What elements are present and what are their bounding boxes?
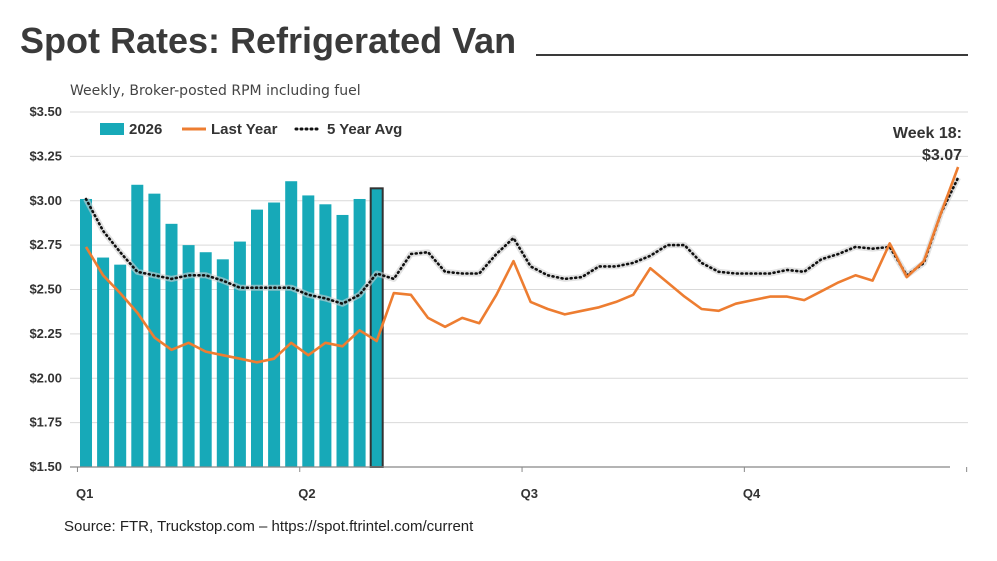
- y-tick-label: $3.25: [29, 148, 62, 163]
- bar-2026: [165, 223, 178, 467]
- source-note: Source: FTR, Truckstop.com – https://spo…: [64, 518, 474, 535]
- legend-label-5yr-avg: 5 Year Avg: [327, 121, 402, 138]
- x-tick-label: Q4: [743, 486, 761, 501]
- annotation-label: Week 18:: [893, 125, 962, 142]
- y-tick-label: $3.50: [29, 104, 62, 119]
- bar-2026: [131, 184, 144, 467]
- bar-2026: [353, 198, 366, 467]
- y-tick-label: $3.00: [29, 193, 62, 208]
- last-year-line: [84, 166, 960, 364]
- x-tick-label: Q3: [521, 486, 538, 501]
- bar-2026: [251, 209, 263, 467]
- y-axis-ticks: $1.50 $1.75 $2.00 $2.25 $2.50 $2.75 $3.00 $3.25…: [29, 104, 62, 474]
- legend: 2026 Last Year 5 Year Avg: [100, 121, 402, 138]
- y-tick-label: $1.75: [29, 415, 62, 430]
- annotation-value: $3.07: [922, 147, 962, 164]
- y-tick-label: $2.50: [29, 282, 62, 297]
- annotation: Week 18: $3.07: [893, 125, 962, 164]
- bar-2026: [80, 198, 92, 467]
- title-underline: [536, 54, 968, 56]
- bar-2026: [148, 193, 161, 467]
- x-tick-label: Q1: [76, 486, 93, 501]
- bar-2026: [199, 252, 212, 467]
- bar-2026: [182, 245, 195, 467]
- y-tick-label: $2.25: [29, 326, 62, 341]
- bar-2026: [97, 257, 110, 467]
- x-axis: Q1 Q2 Q3 Q4: [70, 466, 968, 501]
- y-tick-label: $2.00: [29, 370, 62, 385]
- bar-2026: [268, 202, 281, 467]
- bar-2026: [216, 259, 229, 467]
- chart-title: Spot Rates: Refrigerated Van: [20, 20, 517, 61]
- bar-2026: [302, 195, 315, 468]
- bars-2026: [80, 181, 384, 468]
- bar-2026: [336, 214, 349, 467]
- bar-2026: [114, 264, 127, 467]
- legend-label-2026: 2026: [129, 121, 162, 138]
- legend-label-last-year: Last Year: [211, 121, 278, 138]
- chart-subtitle: Weekly, Broker-posted RPM including fuel: [70, 83, 361, 99]
- legend-swatch-2026: [100, 123, 124, 135]
- bar-2026: [319, 204, 332, 468]
- bar-2026: [233, 241, 246, 467]
- five-year-avg-line: [84, 176, 960, 306]
- bar-2026: [285, 181, 298, 467]
- x-tick-label: Q2: [298, 486, 315, 501]
- series-lines: [83, 166, 961, 364]
- y-tick-label: $1.50: [29, 459, 62, 474]
- y-tick-label: $2.75: [29, 237, 62, 252]
